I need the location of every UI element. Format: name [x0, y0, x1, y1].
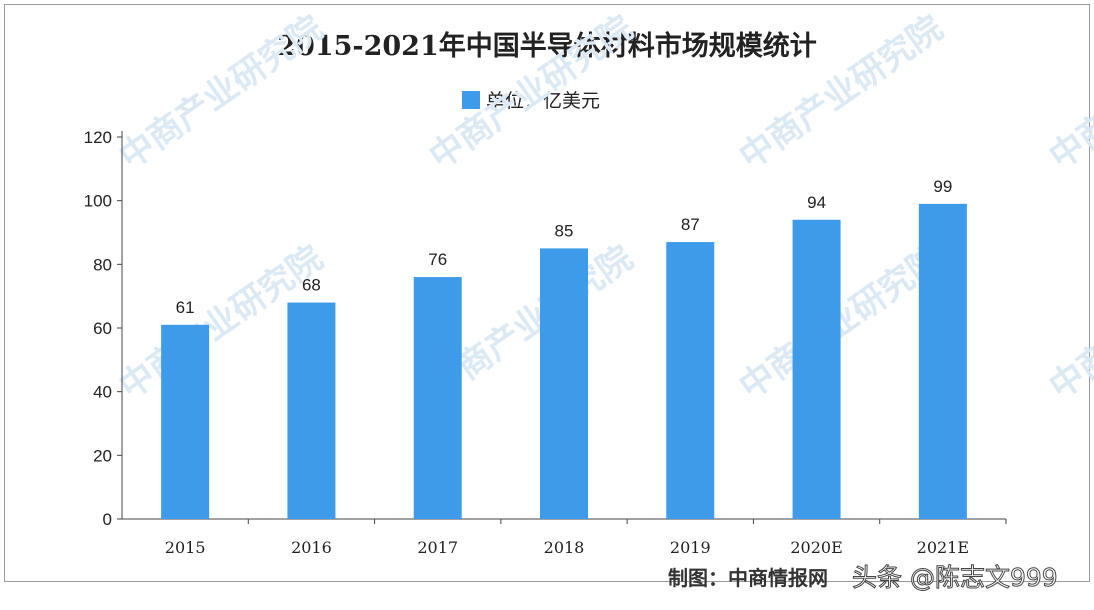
y-tick-label: 60 — [93, 319, 112, 338]
watermark-text: 头条 @陈志文999 — [852, 563, 1059, 593]
data-label: 87 — [681, 215, 700, 234]
bar — [287, 302, 336, 519]
background-watermark: 中商产业研究院 — [1042, 238, 1094, 407]
data-label: 94 — [807, 193, 826, 212]
y-tick-label: 120 — [84, 128, 112, 147]
x-tick-label: 2017 — [417, 538, 458, 557]
background-watermark: 中商产业研究院 — [732, 238, 950, 407]
x-tick-label: 2015 — [165, 538, 206, 557]
legend: 单位：亿美元 — [462, 86, 600, 113]
legend-swatch — [462, 90, 480, 109]
background-watermark: 中商产业研究院 — [422, 8, 640, 177]
bar — [413, 277, 462, 519]
source-note: 制图：中商情报网 — [668, 566, 828, 590]
bar — [918, 203, 967, 519]
chart-title: 2015-2021年中国半导体材料市场规模统计 — [277, 31, 817, 62]
y-tick-label: 40 — [93, 383, 112, 402]
data-label: 61 — [176, 298, 195, 317]
background-watermark: 中商产业研究院 — [1042, 8, 1094, 177]
data-label: 85 — [555, 221, 574, 240]
x-tick-label: 2019 — [670, 538, 711, 557]
bar — [161, 324, 210, 519]
bar — [792, 219, 841, 519]
x-tick-label: 2016 — [291, 538, 332, 557]
bar — [666, 242, 715, 520]
legend-label: 单位：亿美元 — [486, 90, 601, 112]
background-watermark: 中商产业研究院 — [732, 8, 950, 177]
data-label: 99 — [933, 177, 952, 196]
data-label: 68 — [302, 276, 321, 295]
y-tick-label: 80 — [93, 255, 112, 274]
x-tick-label: 2020E — [790, 538, 842, 557]
data-label: 76 — [428, 250, 447, 269]
y-tick-label: 100 — [84, 192, 112, 211]
background-watermark: 中商产业研究院 — [112, 8, 330, 177]
y-tick-label: 20 — [93, 446, 112, 465]
x-tick-label: 2021E — [917, 538, 969, 557]
bar — [540, 248, 588, 519]
y-tick-label: 0 — [103, 510, 112, 529]
x-tick-label: 2018 — [544, 538, 585, 557]
